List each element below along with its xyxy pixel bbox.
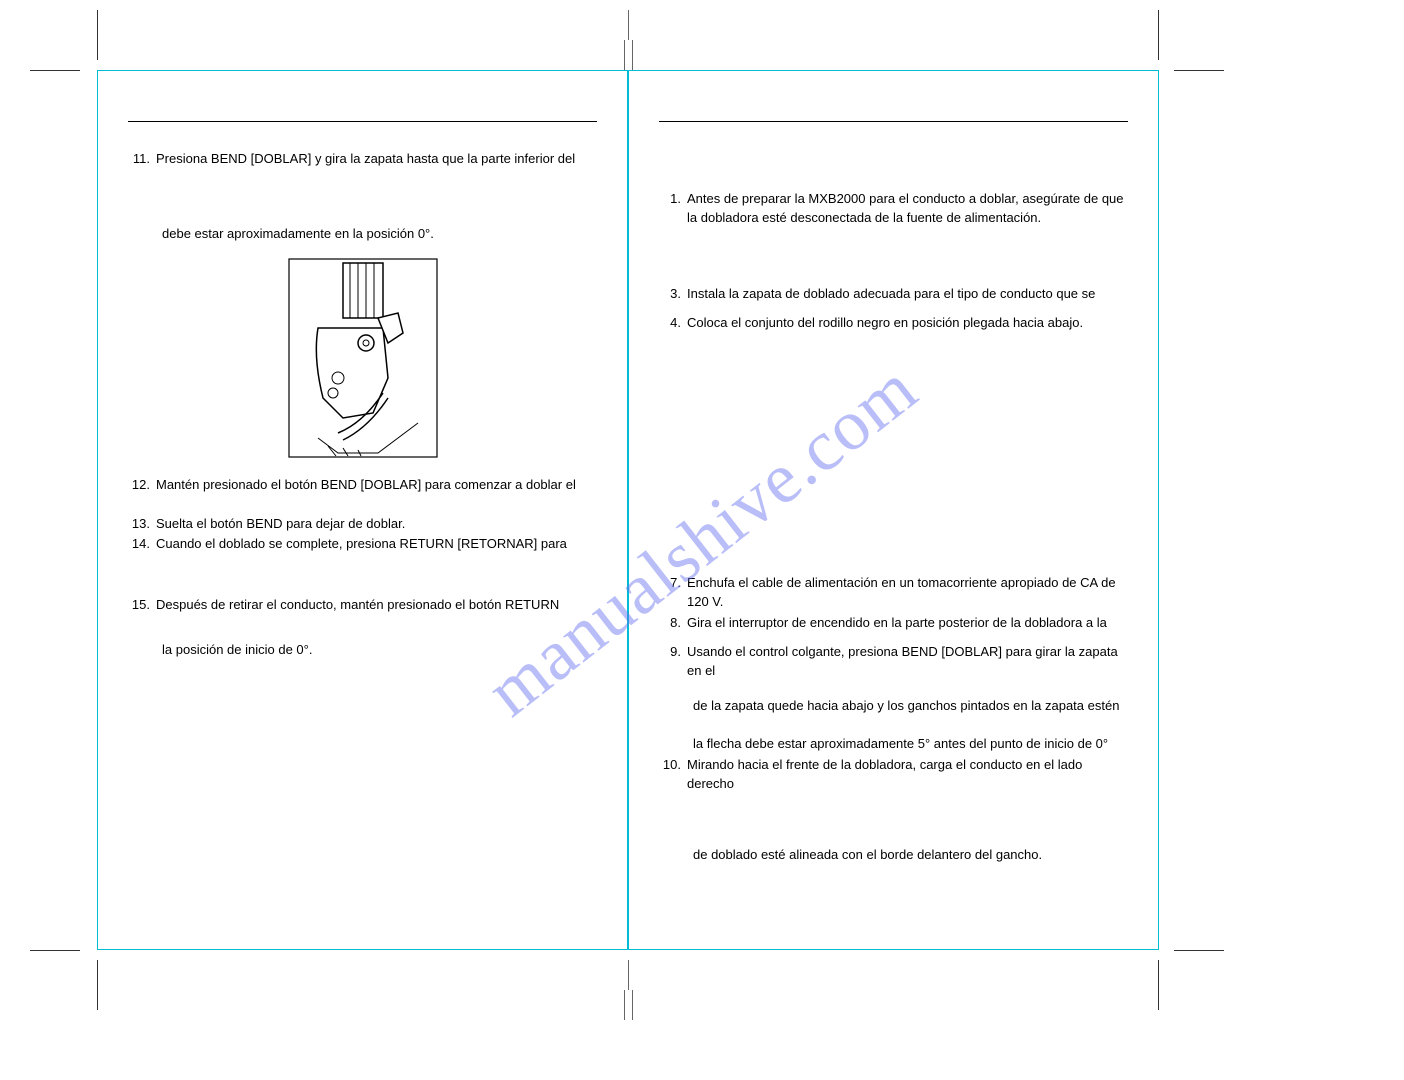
list-item: 3. Instala la zapata de doblado adecuada… bbox=[659, 285, 1128, 304]
spine-mark bbox=[624, 40, 625, 70]
item-number: 15. bbox=[128, 596, 156, 615]
crop-mark bbox=[97, 960, 98, 1010]
item-text: Coloca el conjunto del rodillo negro en … bbox=[687, 314, 1128, 333]
crop-mark bbox=[1174, 950, 1224, 951]
page-left-content: 11. Presiona BEND [DOBLAR] y gira la zap… bbox=[98, 71, 627, 694]
item-number: 13. bbox=[128, 515, 156, 534]
item-text: la flecha debe estar aproximadamente 5° … bbox=[693, 735, 1128, 754]
divider bbox=[128, 121, 597, 122]
item-text: la posición de inicio de 0°. bbox=[162, 641, 597, 660]
list-item: 12. Mantén presionado el botón BEND [DOB… bbox=[128, 476, 597, 495]
item-number: 11. bbox=[128, 150, 156, 169]
list-item: 14. Cuando el doblado se complete, presi… bbox=[128, 535, 597, 554]
item-text: Mirando hacia el frente de la dobladora,… bbox=[687, 756, 1128, 794]
crop-mark bbox=[30, 950, 80, 951]
list-item: 9. Usando el control colgante, presiona … bbox=[659, 643, 1128, 681]
item-text: debe estar aproximadamente en la posició… bbox=[162, 225, 597, 244]
divider bbox=[659, 121, 1128, 122]
item-number: 3. bbox=[659, 285, 687, 304]
list-item: 10. Mirando hacia el frente de la doblad… bbox=[659, 756, 1128, 794]
item-number: 14. bbox=[128, 535, 156, 554]
item-text: Mantén presionado el botón BEND [DOBLAR]… bbox=[156, 476, 597, 495]
list-item: 13. Suelta el botón BEND para dejar de d… bbox=[128, 515, 597, 534]
crop-mark bbox=[30, 70, 80, 71]
item-number: 4. bbox=[659, 314, 687, 333]
item-number: 12. bbox=[128, 476, 156, 495]
item-text: Instala la zapata de doblado adecuada pa… bbox=[687, 285, 1128, 304]
item-text: Presiona BEND [DOBLAR] y gira la zapata … bbox=[156, 150, 597, 169]
page-right: 1. Antes de preparar la MXB2000 para el … bbox=[628, 70, 1159, 950]
item-number: 7. bbox=[659, 574, 687, 612]
crop-mark bbox=[97, 10, 98, 60]
page-right-content: 1. Antes de preparar la MXB2000 para el … bbox=[629, 71, 1158, 899]
list-item: 8. Gira el interruptor de encendido en l… bbox=[659, 614, 1128, 633]
item-text: de doblado esté alineada con el borde de… bbox=[693, 846, 1128, 865]
list-item: 4. Coloca el conjunto del rodillo negro … bbox=[659, 314, 1128, 333]
item-text: Después de retirar el conducto, mantén p… bbox=[156, 596, 597, 615]
page-left: 11. Presiona BEND [DOBLAR] y gira la zap… bbox=[97, 70, 628, 950]
crop-mark bbox=[1174, 70, 1224, 71]
item-text: Gira el interruptor de encendido en la p… bbox=[687, 614, 1128, 633]
spine-mark bbox=[624, 990, 625, 1020]
spine-mark bbox=[628, 10, 629, 40]
crop-mark bbox=[1158, 10, 1159, 60]
list-item: 15. Después de retirar el conducto, mant… bbox=[128, 596, 597, 615]
list-item: 11. Presiona BEND [DOBLAR] y gira la zap… bbox=[128, 150, 597, 169]
item-text: Antes de preparar la MXB2000 para el con… bbox=[687, 190, 1128, 228]
list-item: 1. Antes de preparar la MXB2000 para el … bbox=[659, 190, 1128, 228]
item-number: 8. bbox=[659, 614, 687, 633]
item-number: 9. bbox=[659, 643, 687, 681]
item-text: Enchufa el cable de alimentación en un t… bbox=[687, 574, 1128, 612]
item-text: Suelta el botón BEND para dejar de dobla… bbox=[156, 515, 597, 534]
figure-zapata bbox=[288, 258, 438, 458]
item-number: 10. bbox=[659, 756, 687, 794]
item-number: 1. bbox=[659, 190, 687, 228]
item-text: Cuando el doblado se complete, presiona … bbox=[156, 535, 597, 554]
item-text: de la zapata quede hacia abajo y los gan… bbox=[693, 697, 1128, 716]
spine-mark bbox=[632, 990, 633, 1020]
item-text: Usando el control colgante, presiona BEN… bbox=[687, 643, 1128, 681]
list-item: 7. Enchufa el cable de alimentación en u… bbox=[659, 574, 1128, 612]
crop-mark bbox=[1158, 960, 1159, 1010]
spine-mark bbox=[632, 40, 633, 70]
spine-mark bbox=[628, 960, 629, 990]
